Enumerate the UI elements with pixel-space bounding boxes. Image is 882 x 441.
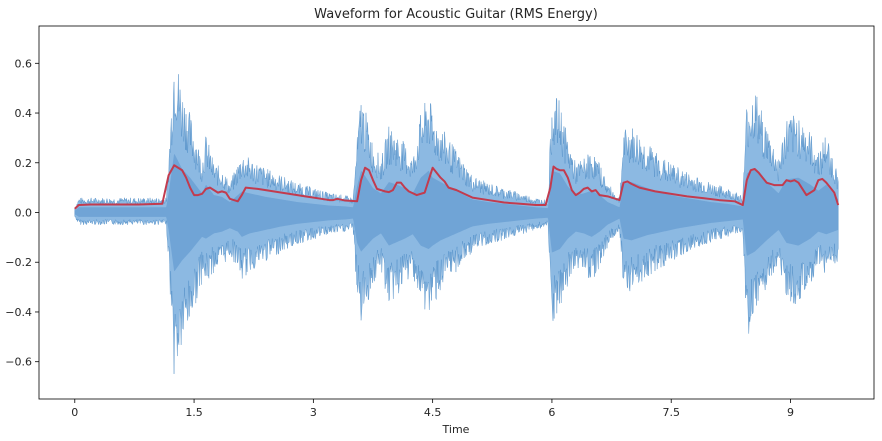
x-tick-label: 0 xyxy=(71,406,78,419)
y-tick-label: −0.6 xyxy=(5,356,32,369)
plot-area xyxy=(74,74,840,374)
y-tick-label: 0.6 xyxy=(15,57,33,70)
waveform-area xyxy=(74,74,839,374)
y-tick-label: 0.2 xyxy=(15,157,33,170)
chart-title: Waveform for Acoustic Guitar (RMS Energy… xyxy=(314,7,598,22)
y-tick-label: 0.0 xyxy=(15,207,33,220)
x-tick-label: 6 xyxy=(548,406,555,419)
x-tick-label: 3 xyxy=(310,406,317,419)
rms-energy-line xyxy=(74,164,840,210)
waveform-core xyxy=(74,154,839,272)
x-tick-label: 9 xyxy=(787,406,794,419)
x-axis-label: Time xyxy=(442,423,470,436)
x-tick-label: 7.5 xyxy=(662,406,680,419)
x-tick-label: 4.5 xyxy=(424,406,442,419)
x-axis: 0 1.5 3 4.5 6 7.5 9 xyxy=(71,399,794,419)
y-tick-label: −0.2 xyxy=(5,256,32,269)
y-axis: −0.6 −0.4 −0.2 0.0 0.2 0.4 0.6 xyxy=(5,57,39,369)
y-tick-label: −0.4 xyxy=(5,306,32,319)
x-tick-label: 1.5 xyxy=(185,406,203,419)
y-tick-label: 0.4 xyxy=(15,107,33,120)
